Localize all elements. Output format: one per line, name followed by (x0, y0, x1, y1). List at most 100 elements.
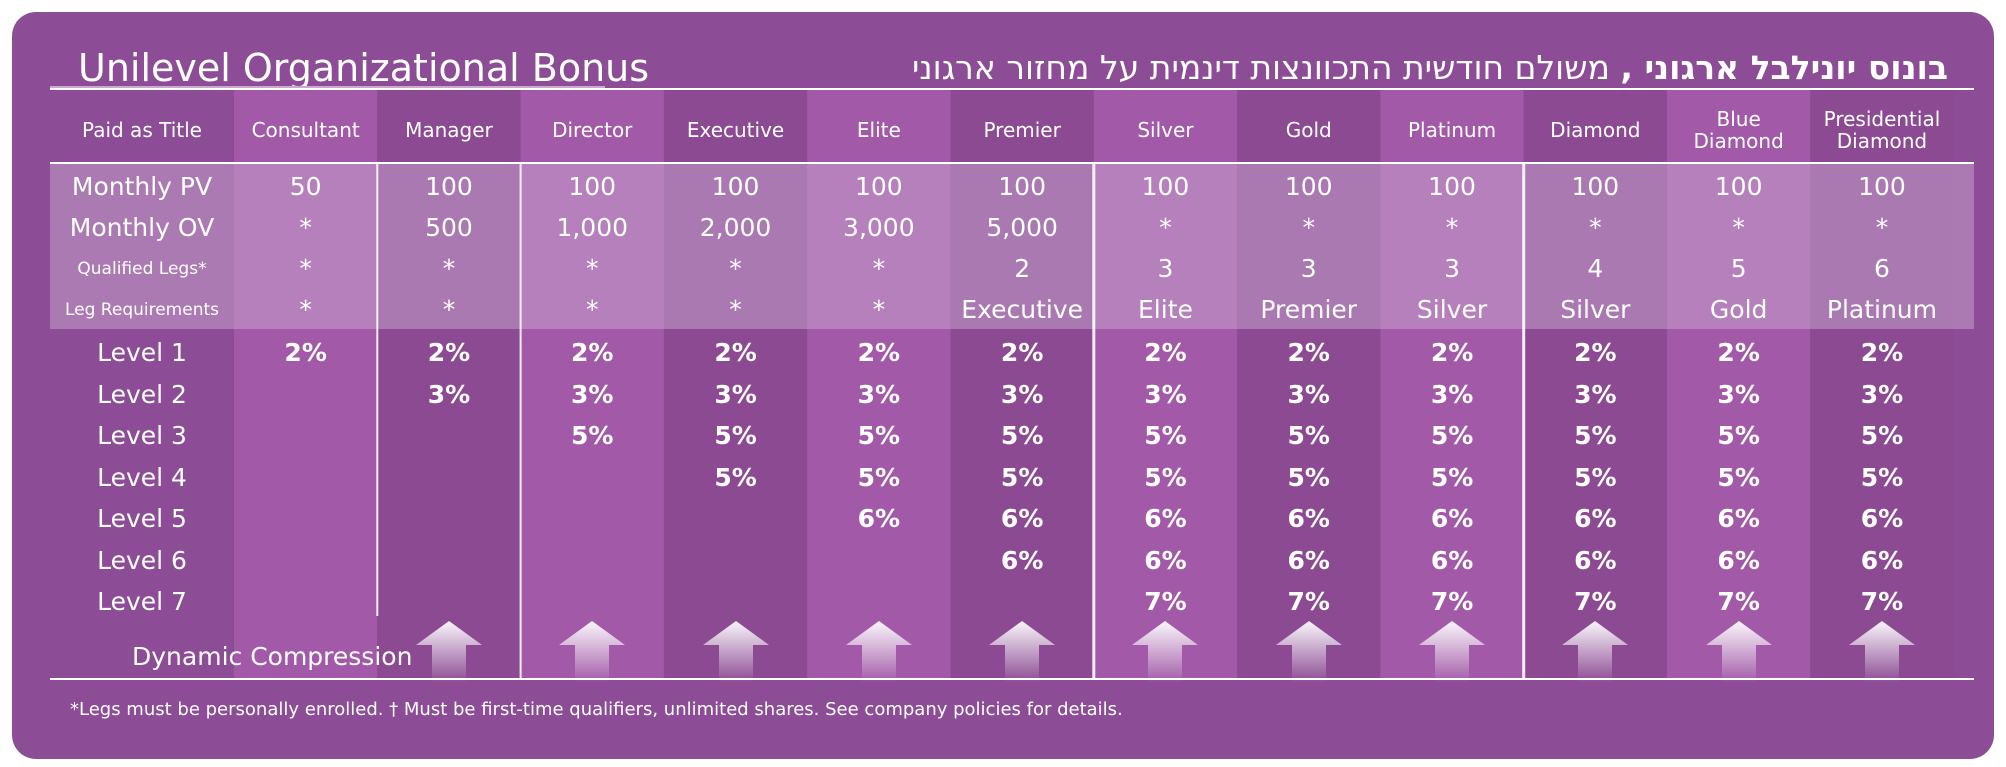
level-row-label: Level 2 (97, 379, 187, 409)
level-row-label: Level 3 (97, 421, 187, 451)
compression-arrow-icon (1562, 621, 1629, 683)
column-header: Platinum (1407, 118, 1497, 142)
level-row-cell: 5% (1430, 462, 1474, 492)
level-row-cell: 3% (1574, 379, 1617, 409)
level-row-label: Level 6 (97, 545, 187, 575)
level-row-cell: 3% (857, 379, 901, 409)
level-row-cell: 6% (1717, 545, 1760, 575)
qualification-row-cell: 100 (854, 172, 903, 201)
qualification-row-cell: 1,000 (556, 213, 629, 242)
column-header: Gold (1285, 118, 1332, 142)
level-row-cell: 5% (1287, 462, 1330, 492)
compression-arrow-icon (845, 621, 912, 683)
column-header: Diamond (1550, 118, 1641, 142)
level-row-cell: 2% (1144, 338, 1187, 368)
level-row-cell: 2% (857, 338, 901, 368)
qualification-row-cell: 3 (1157, 254, 1174, 283)
column-header: Consultant (251, 118, 360, 142)
level-row-cell: 6% (1574, 504, 1617, 534)
compression-arrow-icon (989, 621, 1056, 683)
qualification-row-cell: 100 (1714, 172, 1763, 201)
qualification-row-cell: * (1445, 213, 1459, 242)
qualification-row-cell: * (585, 254, 599, 283)
level-row-cell: 3% (1144, 379, 1187, 409)
level-row-cell: 5% (857, 462, 901, 492)
qualification-row-cell: * (299, 254, 312, 283)
column-header: Presidential Diamond (1823, 107, 1941, 153)
qualification-row-cell: 50 (289, 172, 322, 201)
level-row-cell: 6% (857, 504, 901, 534)
qualification-row-cell: Premier (1260, 295, 1358, 324)
qualification-row-cell: 100 (998, 172, 1046, 201)
title-english: Unilevel Organizational Bonus (78, 46, 650, 90)
level-row-cell: 5% (1860, 421, 1904, 451)
level-row-cell: 6% (1860, 504, 1904, 534)
level-row-cell: 7% (1430, 587, 1474, 617)
title-underline (50, 86, 605, 88)
level-row-cell: 3% (427, 379, 471, 409)
qualification-row-cell: * (1302, 213, 1315, 242)
qualification-row-cell: 3 (1444, 254, 1460, 283)
level-row-cell: 6% (1574, 545, 1617, 575)
qualification-row-cell: * (299, 213, 312, 242)
qualification-row-cell: Silver (1416, 295, 1488, 324)
level-row-cell: 6% (1144, 545, 1187, 575)
qualification-row-cell: * (729, 254, 742, 283)
level-row-cell: 3% (1860, 379, 1904, 409)
level-row-cell: 2% (1574, 338, 1617, 368)
compression-arrow-icon (415, 621, 482, 683)
qualification-row-cell: 6 (1873, 254, 1890, 283)
level-row-label: Level 5 (97, 504, 187, 534)
qualification-row-cell: 500 (425, 213, 473, 242)
level-row-cell: 3% (1287, 379, 1330, 409)
level-row-cell: 2% (427, 338, 471, 368)
qualification-row-cell: 3 (1300, 254, 1317, 283)
level-row-cell: 2% (571, 338, 614, 368)
compression-arrow-icon (1275, 621, 1342, 683)
level-row-cell: 6% (1717, 504, 1760, 534)
qualification-row-cell: * (1732, 213, 1745, 242)
level-row-cell: 5% (1430, 421, 1474, 451)
qualification-row-cell: 5,000 (986, 213, 1058, 242)
title-hebrew-rest: משולם חודשית התכוונצות דינמית על מחזור א… (912, 48, 1621, 87)
qualification-row-cell: 100 (1858, 172, 1906, 201)
compression-arrow-icon (702, 621, 769, 683)
qualification-row-cell: * (872, 254, 886, 283)
compression-arrow-icon (559, 621, 626, 683)
column-header: Manager (405, 118, 493, 142)
level-row-cell: 6% (1287, 545, 1330, 575)
level-row-cell: 2% (1717, 338, 1760, 368)
level-row-cell: 6% (1430, 545, 1474, 575)
header-bottom-rule (50, 162, 1974, 164)
level-row-cell: 6% (1287, 504, 1330, 534)
qualification-row-cell: 100 (425, 172, 473, 201)
level-row-cell: 7% (1144, 587, 1187, 617)
qualification-row-cell: 100 (568, 172, 617, 201)
qualification-band (50, 164, 1974, 329)
qualification-row-label: Monthly OV (69, 213, 215, 242)
level-row-cell: 2% (1000, 338, 1044, 368)
level-row-label: Level 4 (97, 462, 187, 492)
dynamic-compression-label: Dynamic Compression (132, 641, 413, 671)
qualification-row-cell: 100 (1571, 172, 1620, 201)
footnote: *Legs must be personally enrolled. † Mus… (70, 699, 1123, 720)
qualification-row-cell: * (299, 295, 312, 324)
level-row-cell: 2% (714, 338, 757, 368)
qualification-row-cell: 2 (1014, 254, 1031, 283)
qualification-row-cell: 100 (1141, 172, 1190, 201)
qualification-row-cell: 4 (1587, 254, 1604, 283)
level-row-cell: 7% (1574, 587, 1617, 617)
level-row-cell: 5% (1860, 462, 1904, 492)
level-row-cell: 5% (714, 421, 757, 451)
qualification-row-cell: 100 (1284, 172, 1333, 201)
title-hebrew-bold: בונוס יונילבל ארגוני , (1620, 48, 1948, 87)
column-header: Blue Diamond (1693, 107, 1784, 153)
qualification-row-cell: 100 (1428, 172, 1476, 201)
qualification-row-cell: Gold (1709, 295, 1768, 324)
level-row-cell: 7% (1717, 587, 1760, 617)
compression-arrow-icon (1419, 621, 1486, 683)
level-row-cell: 7% (1860, 587, 1904, 617)
qualification-row-cell: * (729, 295, 742, 324)
compression-arrow-icon (1132, 621, 1199, 683)
qualification-row-cell: 100 (711, 172, 760, 201)
